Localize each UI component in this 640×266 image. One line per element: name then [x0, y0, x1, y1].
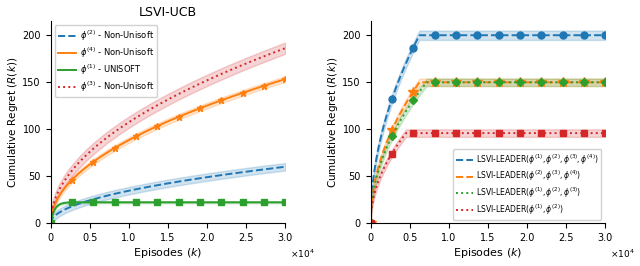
- $\phi^{(1)}$ - UNISOFT: [276, 201, 284, 204]
- $\phi^{(1)}$ - UNISOFT: [186, 201, 194, 204]
- Line: $\phi^{(1)}$ - UNISOFT: $\phi^{(1)}$ - UNISOFT: [51, 202, 285, 223]
- LSVI-LEADER$(\phi^{(1)},\phi^{(2)},\phi^{(3)})$: [494, 81, 502, 84]
- $\phi^{(4)}$ - Non-Unisoft: [276, 79, 284, 82]
- $\phi^{(4)}$ - Non-Unisoft: [282, 77, 289, 81]
- $\phi^{(1)}$ - UNISOFT: [173, 201, 181, 204]
- LSVI-LEADER$(\phi^{(1)},\phi^{(2)},\phi^{(3)},\phi^{(4)})$: [596, 34, 604, 37]
- $\phi^{(3)}$ - Non-Unisoft: [239, 63, 247, 66]
- $\phi^{(3)}$ - Non-Unisoft: [159, 100, 167, 103]
- $\phi^{(3)}$ - Non-Unisoft: [158, 101, 166, 104]
- Text: $\times 10^4$: $\times 10^4$: [610, 248, 635, 260]
- Line: LSVI-LEADER$(\phi^{(1)},\phi^{(2)})$: LSVI-LEADER$(\phi^{(1)},\phi^{(2)})$: [371, 133, 605, 223]
- $\phi^{(2)}$ - Non-Unisoft: [276, 166, 284, 169]
- $\phi^{(2)}$ - Non-Unisoft: [159, 182, 167, 186]
- LSVI-LEADER$(\phi^{(1)},\phi^{(2)},\phi^{(3)},\phi^{(4)})$: [367, 222, 374, 225]
- $\phi^{(2)}$ - Non-Unisoft: [239, 171, 247, 174]
- LSVI-LEADER$(\phi^{(2)},\phi^{(3)},\phi^{(4)})$: [415, 81, 423, 84]
- $\phi^{(1)}$ - UNISOFT: [159, 201, 167, 204]
- $\phi^{(1)}$ - UNISOFT: [158, 201, 166, 204]
- $\phi^{(2)}$ - Non-Unisoft: [173, 180, 181, 183]
- LSVI-LEADER$(\phi^{(2)},\phi^{(3)},\phi^{(4)})$: [559, 81, 567, 84]
- LSVI-LEADER$(\phi^{(1)},\phi^{(2)},\phi^{(3)})$: [602, 81, 609, 84]
- LSVI-LEADER$(\phi^{(2)},\phi^{(3)},\phi^{(4)})$: [596, 81, 604, 84]
- LSVI-LEADER$(\phi^{(1)},\phi^{(2)},\phi^{(3)},\phi^{(4)})$: [559, 34, 567, 37]
- $\phi^{(4)}$ - Non-Unisoft: [239, 91, 247, 94]
- LSVI-LEADER$(\phi^{(1)},\phi^{(2)})$: [602, 131, 609, 135]
- Line: $\phi^{(2)}$ - Non-Unisoft: $\phi^{(2)}$ - Non-Unisoft: [51, 167, 285, 223]
- LSVI-LEADER$(\phi^{(1)},\phi^{(2)},\phi^{(3)})$: [480, 81, 488, 84]
- Legend: LSVI-LEADER$(\phi^{(1)},\phi^{(2)},\phi^{(3)},\phi^{(4)})$, LSVI-LEADER$(\phi^{(: LSVI-LEADER$(\phi^{(1)},\phi^{(2)},\phi^…: [452, 149, 602, 220]
- $\phi^{(3)}$ - Non-Unisoft: [173, 93, 181, 96]
- LSVI-LEADER$(\phi^{(1)},\phi^{(2)},\phi^{(3)},\phi^{(4)})$: [602, 34, 609, 37]
- $\phi^{(2)}$ - Non-Unisoft: [282, 165, 289, 168]
- Line: LSVI-LEADER$(\phi^{(1)},\phi^{(2)},\phi^{(3)})$: LSVI-LEADER$(\phi^{(1)},\phi^{(2)},\phi^…: [371, 82, 605, 223]
- $\phi^{(4)}$ - Non-Unisoft: [186, 110, 194, 114]
- Line: LSVI-LEADER$(\phi^{(2)},\phi^{(3)},\phi^{(4)})$: LSVI-LEADER$(\phi^{(2)},\phi^{(3)},\phi^…: [371, 82, 605, 223]
- LSVI-LEADER$(\phi^{(2)},\phi^{(3)},\phi^{(4)})$: [479, 81, 486, 84]
- $\phi^{(1)}$ - UNISOFT: [47, 222, 54, 225]
- LSVI-LEADER$(\phi^{(1)},\phi^{(2)},\phi^{(3)})$: [423, 81, 431, 84]
- LSVI-LEADER$(\phi^{(1)},\phi^{(2)})$: [367, 222, 374, 225]
- Line: $\phi^{(3)}$ - Non-Unisoft: $\phi^{(3)}$ - Non-Unisoft: [51, 48, 285, 223]
- $\phi^{(4)}$ - Non-Unisoft: [173, 116, 181, 119]
- LSVI-LEADER$(\phi^{(1)},\phi^{(2)},\phi^{(3)})$: [507, 81, 515, 84]
- LSVI-LEADER$(\phi^{(1)},\phi^{(2)},\phi^{(3)})$: [479, 81, 486, 84]
- LSVI-LEADER$(\phi^{(2)},\phi^{(3)},\phi^{(4)})$: [602, 81, 609, 84]
- Text: $\times 10^4$: $\times 10^4$: [290, 248, 315, 260]
- LSVI-LEADER$(\phi^{(1)},\phi^{(2)})$: [559, 131, 567, 135]
- $\phi^{(3)}$ - Non-Unisoft: [186, 87, 194, 90]
- $\phi^{(4)}$ - Non-Unisoft: [47, 222, 54, 225]
- LSVI-LEADER$(\phi^{(1)},\phi^{(2)},\phi^{(3)},\phi^{(4)})$: [507, 34, 515, 37]
- Line: LSVI-LEADER$(\phi^{(1)},\phi^{(2)},\phi^{(3)},\phi^{(4)})$: LSVI-LEADER$(\phi^{(1)},\phi^{(2)},\phi^…: [371, 35, 605, 223]
- LSVI-LEADER$(\phi^{(1)},\phi^{(2)})$: [494, 131, 502, 135]
- LSVI-LEADER$(\phi^{(1)},\phi^{(2)})$: [596, 131, 604, 135]
- LSVI-LEADER$(\phi^{(1)},\phi^{(2)},\phi^{(3)},\phi^{(4)})$: [480, 34, 488, 37]
- $\phi^{(3)}$ - Non-Unisoft: [276, 49, 284, 52]
- Line: $\phi^{(4)}$ - Non-Unisoft: $\phi^{(4)}$ - Non-Unisoft: [51, 79, 285, 223]
- $\phi^{(2)}$ - Non-Unisoft: [158, 183, 166, 186]
- LSVI-LEADER$(\phi^{(2)},\phi^{(3)},\phi^{(4)})$: [507, 81, 515, 84]
- LSVI-LEADER$(\phi^{(2)},\phi^{(3)},\phi^{(4)})$: [367, 222, 374, 225]
- $\phi^{(1)}$ - UNISOFT: [282, 201, 289, 204]
- LSVI-LEADER$(\phi^{(2)},\phi^{(3)},\phi^{(4)})$: [480, 81, 488, 84]
- $\phi^{(3)}$ - Non-Unisoft: [47, 222, 54, 225]
- $\phi^{(3)}$ - Non-Unisoft: [282, 47, 289, 50]
- LSVI-LEADER$(\phi^{(1)},\phi^{(2)})$: [507, 131, 515, 135]
- LSVI-LEADER$(\phi^{(1)},\phi^{(2)})$: [403, 131, 410, 135]
- LSVI-LEADER$(\phi^{(1)},\phi^{(2)},\phi^{(3)},\phi^{(4)})$: [479, 34, 486, 37]
- Title: LSVI-UCB: LSVI-UCB: [139, 6, 197, 19]
- $\phi^{(4)}$ - Non-Unisoft: [158, 122, 166, 126]
- LSVI-LEADER$(\phi^{(1)},\phi^{(2)},\phi^{(3)})$: [367, 222, 374, 225]
- X-axis label: Episodes ($k$): Episodes ($k$): [133, 246, 202, 260]
- LSVI-LEADER$(\phi^{(1)},\phi^{(2)})$: [479, 131, 486, 135]
- $\phi^{(1)}$ - UNISOFT: [193, 201, 201, 204]
- LSVI-LEADER$(\phi^{(2)},\phi^{(3)},\phi^{(4)})$: [494, 81, 502, 84]
- X-axis label: Episodes ($k$): Episodes ($k$): [453, 246, 522, 260]
- Y-axis label: Cumulative Regret ($R(k)$): Cumulative Regret ($R(k)$): [6, 57, 20, 188]
- $\phi^{(2)}$ - Non-Unisoft: [47, 222, 54, 225]
- Y-axis label: Cumulative Regret ($R(k)$): Cumulative Regret ($R(k)$): [326, 57, 340, 188]
- LSVI-LEADER$(\phi^{(1)},\phi^{(2)},\phi^{(3)},\phi^{(4)})$: [494, 34, 502, 37]
- $\phi^{(1)}$ - UNISOFT: [239, 201, 247, 204]
- $\phi^{(4)}$ - Non-Unisoft: [159, 122, 167, 125]
- LSVI-LEADER$(\phi^{(1)},\phi^{(2)},\phi^{(3)},\phi^{(4)})$: [415, 34, 423, 37]
- LSVI-LEADER$(\phi^{(1)},\phi^{(2)})$: [480, 131, 488, 135]
- $\phi^{(2)}$ - Non-Unisoft: [186, 178, 194, 181]
- Legend: $\phi^{(2)}$ - Non-Unisoft, $\phi^{(4)}$ - Non-Unisoft, $\phi^{(1)}$ - UNISOFT, : $\phi^{(2)}$ - Non-Unisoft, $\phi^{(4)}$…: [55, 25, 157, 97]
- LSVI-LEADER$(\phi^{(1)},\phi^{(2)},\phi^{(3)})$: [559, 81, 567, 84]
- LSVI-LEADER$(\phi^{(1)},\phi^{(2)},\phi^{(3)})$: [596, 81, 604, 84]
